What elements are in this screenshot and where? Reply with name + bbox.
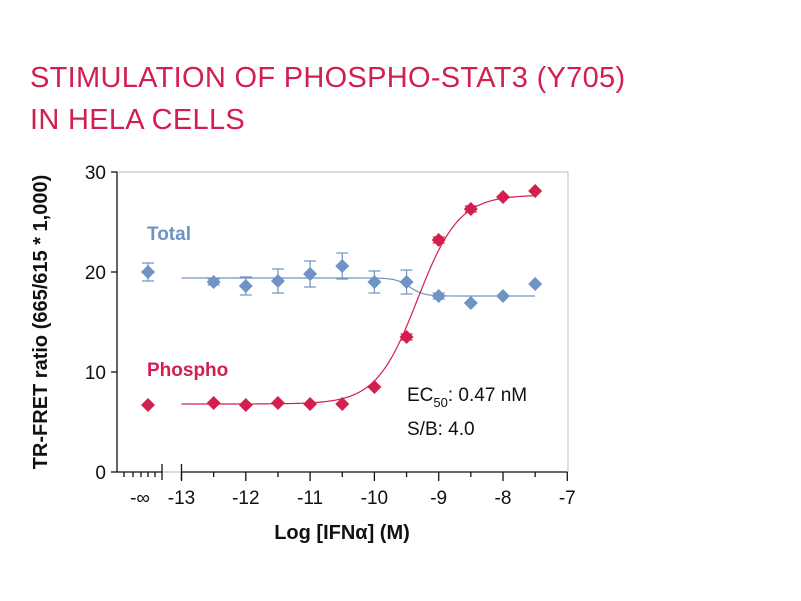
y-tick-label: 30 [85, 163, 106, 184]
data-point-total [496, 289, 510, 303]
ec50-subscript: 50 [433, 395, 447, 410]
x-tick-label: -11 [297, 488, 323, 509]
axes [111, 171, 568, 481]
y-tick-label: 10 [85, 363, 106, 384]
x-axis-title: Log [IFNα] (M) [274, 522, 410, 544]
data-point-phospho [463, 202, 478, 216]
data-point-phospho [335, 397, 350, 411]
data-point-phospho [270, 396, 285, 410]
series-label-total: Total [147, 224, 191, 245]
x-tick-label: -9 [430, 488, 447, 509]
series-label-phospho: Phospho [147, 360, 228, 381]
ec50-prefix: EC [407, 385, 433, 406]
data-point-total [335, 259, 350, 273]
fit-curve-phospho [181, 195, 536, 405]
data-point-phospho [206, 396, 221, 410]
y-tick-label: 20 [85, 263, 106, 284]
data-point-total [206, 275, 221, 289]
data-point-phospho [367, 380, 382, 394]
data-point-phospho [431, 233, 446, 247]
x-tick-label-neg-inf: -∞ [130, 488, 150, 509]
data-point-total [367, 275, 382, 289]
x-tick-label: -8 [495, 488, 512, 509]
data-point-total [238, 279, 253, 293]
data-point-phospho [141, 398, 155, 412]
data-point-total [399, 275, 414, 289]
data-point-total [270, 274, 285, 288]
data-point-total [528, 277, 543, 291]
data-point-phospho [238, 398, 253, 412]
x-tick-label: -13 [168, 488, 195, 509]
fit-curve-total [181, 277, 536, 297]
chart-title-line-2: IN HELA CELLS [30, 104, 246, 136]
y-tick-label: 0 [95, 463, 106, 484]
data-points [141, 184, 543, 412]
fit-curves [181, 195, 536, 405]
x-tick-label: -10 [361, 488, 388, 509]
sb-annotation: S/B: 4.0 [407, 419, 475, 440]
data-point-phospho [528, 184, 543, 198]
x-tick-label: -12 [232, 488, 259, 509]
x-tick-label: -7 [559, 488, 576, 509]
data-point-phospho [496, 190, 510, 204]
tick-labels: 0 10 20 30 -13 -12 -11 -10 -9 -8 -7 -∞ [85, 163, 576, 509]
y-axis-title: TR-FRET ratio (665/615 * 1,000) [30, 175, 52, 470]
plot-frame [116, 171, 569, 473]
data-point-total [141, 265, 155, 279]
data-point-phospho [303, 397, 318, 411]
data-point-total [431, 289, 446, 303]
chart-title-line-1: STIMULATION OF PHOSPHO-STAT3 (Y705) [30, 62, 626, 94]
ec50-annotation: EC50: 0.47 nM [407, 385, 527, 410]
data-point-total [463, 296, 478, 310]
data-point-total [303, 267, 318, 281]
ec50-value: : 0.47 nM [448, 385, 527, 406]
data-point-phospho [399, 330, 414, 344]
